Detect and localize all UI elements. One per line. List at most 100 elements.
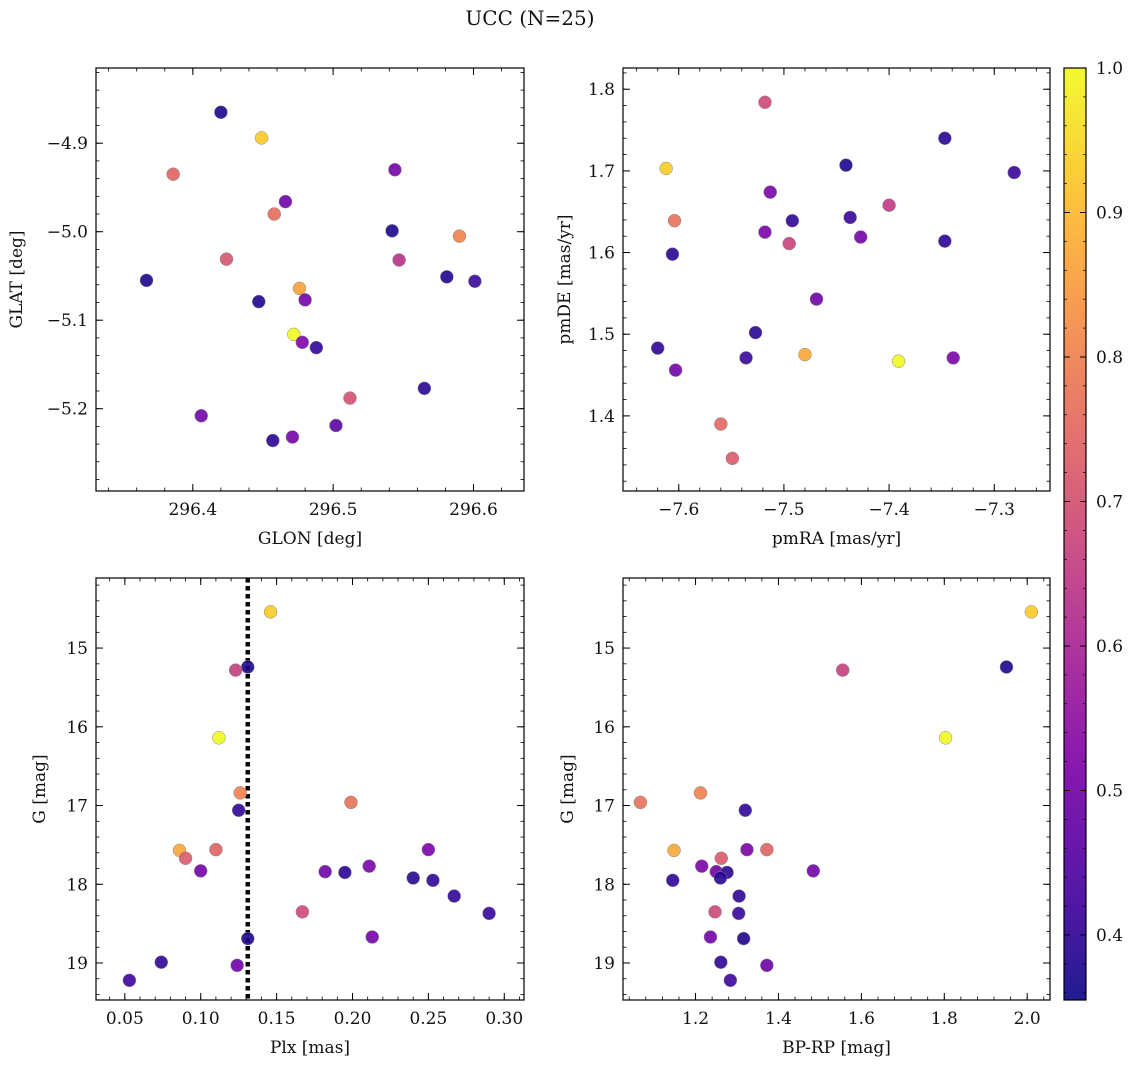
data-point (760, 842, 774, 857)
data-point (440, 270, 454, 284)
data-point (665, 873, 680, 888)
data-point (891, 354, 906, 368)
data-point (763, 185, 777, 199)
data-point (758, 225, 772, 239)
data-point (392, 253, 406, 267)
data-point (154, 955, 169, 969)
x-axis-label: Plx [mas] (270, 1038, 350, 1058)
colorbar-frame (1063, 67, 1087, 1001)
x-tick-label: 0.05 (106, 1009, 144, 1029)
data-point (809, 292, 824, 306)
data-point (309, 340, 324, 355)
data-point (714, 851, 729, 866)
colorbar-tick-label: 0.6 (1096, 637, 1123, 657)
y-tick-label: −4.9 (47, 134, 88, 154)
data-point (318, 864, 332, 879)
data-point (843, 210, 857, 225)
y-tick-label: 17 (66, 797, 88, 817)
data-point (219, 252, 234, 266)
data-point (738, 803, 753, 818)
y-tick-label: 1.6 (588, 244, 615, 264)
x-tick-label: 0.15 (258, 1009, 296, 1029)
data-point (736, 931, 751, 946)
data-point (233, 786, 247, 800)
data-point (122, 973, 137, 988)
data-point (853, 230, 868, 244)
data-point (209, 842, 223, 857)
data-point (785, 213, 800, 228)
data-point (139, 273, 154, 288)
scatter-panel-4: 1.2 1.4 1.6 1.8 2.0 15 16 17 18 19 BP-RP [mag] G [m… (558, 577, 1051, 1058)
data-point (338, 865, 352, 880)
colorbar-tick-label: 0.7 (1096, 492, 1123, 512)
y-axis-label: G [mag] (30, 754, 50, 823)
data-point (287, 327, 301, 342)
data-point (178, 851, 193, 866)
data-point (292, 281, 307, 296)
x-tick-label: 296.6 (449, 500, 498, 520)
y-tick-label: 1.4 (588, 407, 615, 427)
data-point (417, 381, 432, 396)
data-point (241, 931, 255, 946)
x-tick-label: 0.30 (485, 1009, 523, 1029)
y-tick-label: 19 (593, 954, 615, 974)
y-tick-label: 18 (66, 875, 88, 895)
x-axis-label: pmRA [mas/yr] (772, 529, 901, 549)
data-point (231, 803, 246, 818)
y-axis-label: pmDE [mas/yr] (555, 214, 575, 344)
y-tick-label: 17 (593, 797, 615, 817)
y-tick-label: 19 (66, 954, 88, 974)
data-point (267, 207, 281, 221)
x-tick-label: 0.25 (409, 1009, 447, 1029)
data-point (713, 871, 728, 885)
x-tick-label: 296.5 (309, 500, 358, 520)
points-group (650, 95, 1021, 466)
x-axis-label: BP-RP [mag] (782, 1038, 891, 1058)
data-point (999, 660, 1014, 674)
axes-frame (622, 67, 1051, 492)
scatter-panel-3: 0.05 0.10 0.15 0.20 0.25 0.30 15 16 17 18 19 Plx [m… (30, 577, 525, 1058)
data-point (295, 335, 310, 350)
data-point (695, 859, 709, 873)
data-point (725, 451, 740, 466)
x-tick-label: −7.6 (658, 500, 699, 520)
points-group (633, 605, 1039, 988)
data-point (731, 906, 746, 921)
y-axis-label: G [mag] (558, 754, 578, 823)
data-point (760, 958, 774, 973)
data-point (298, 293, 312, 307)
data-point (212, 731, 226, 745)
x-tick-label: 1.4 (765, 1009, 792, 1029)
data-point (782, 236, 796, 251)
data-point (447, 889, 461, 903)
scatter-panel-2: −7.6 −7.5 −7.4 −7.3 1.4 1.5 1.6 1.7 1.8 pmRA [mas… (555, 67, 1051, 549)
data-point (938, 234, 952, 248)
data-point (468, 274, 482, 289)
data-point (668, 363, 683, 377)
data-point (426, 873, 440, 888)
data-point (241, 660, 255, 674)
x-tick-label: 0.20 (334, 1009, 372, 1029)
data-point (835, 663, 850, 677)
x-tick-label: 1.6 (848, 1009, 875, 1029)
x-tick-label: 296.4 (168, 500, 217, 520)
points-group (139, 105, 482, 448)
data-point (714, 955, 728, 969)
data-point (708, 905, 722, 919)
data-point (659, 161, 673, 176)
data-point (938, 131, 952, 145)
data-point (693, 786, 708, 800)
data-point (665, 247, 680, 261)
scatter-panel-1: 296.4 296.5 296.6 −4.9 −5.0 −5.1 −5.2 GLON [deg… (7, 67, 525, 549)
data-point (1024, 605, 1039, 619)
data-point (285, 430, 300, 444)
data-point (329, 418, 343, 433)
data-point (385, 224, 399, 238)
data-point (723, 973, 738, 988)
y-axis-label: GLAT [deg] (7, 230, 27, 328)
data-point (228, 663, 243, 677)
data-point (667, 843, 681, 858)
data-point (365, 930, 379, 944)
axes-frame (95, 67, 525, 492)
data-point (344, 795, 358, 810)
